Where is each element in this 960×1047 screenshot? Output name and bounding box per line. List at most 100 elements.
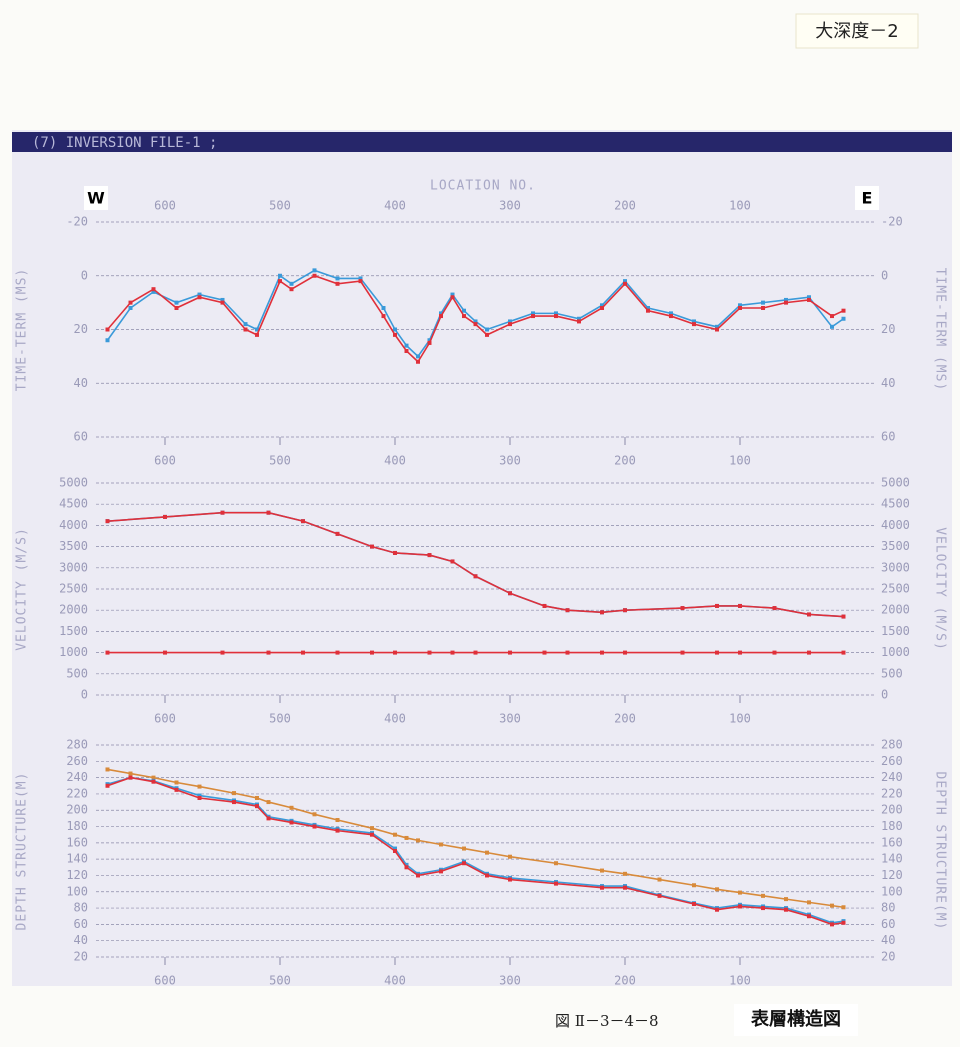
data-point	[508, 591, 512, 596]
data-point	[439, 842, 443, 847]
data-point	[761, 300, 765, 305]
x-tick-label: 600	[154, 974, 176, 988]
y2-tick-label: 2500	[881, 582, 910, 596]
data-point	[393, 832, 397, 837]
data-point	[393, 849, 397, 853]
data-point	[508, 877, 512, 882]
data-point	[220, 650, 225, 655]
data-point	[301, 650, 305, 655]
y-tick-label: 280	[66, 738, 88, 752]
y2-tick-label: 80	[881, 901, 895, 915]
data-point	[220, 510, 225, 515]
data-point	[600, 306, 604, 310]
data-point	[772, 606, 777, 611]
data-point	[841, 905, 846, 910]
data-point	[738, 650, 742, 655]
data-point	[232, 791, 236, 796]
data-point	[669, 314, 673, 319]
y-tick-label: 0	[81, 268, 88, 282]
y2-tick-label: 200	[881, 803, 903, 817]
data-point	[393, 332, 397, 337]
data-point	[197, 796, 202, 800]
y-tick-label: 80	[74, 901, 88, 915]
data-point	[266, 816, 271, 821]
y-tick-label: 60	[74, 917, 88, 931]
title-bar	[12, 132, 952, 152]
data-point	[485, 332, 489, 337]
data-point	[404, 835, 409, 840]
x-tick-label: 400	[384, 712, 406, 726]
data-point	[128, 771, 133, 776]
data-point	[301, 519, 305, 524]
y-tick-label: 180	[66, 819, 88, 833]
y2-tick-label: 280	[881, 738, 903, 752]
data-point	[404, 349, 409, 353]
data-point	[416, 354, 420, 359]
data-point	[485, 873, 489, 878]
y2-tick-label: 40	[881, 933, 895, 947]
data-point	[232, 800, 236, 805]
y-tick-label: -20	[66, 215, 88, 229]
data-point	[427, 338, 432, 343]
data-point	[105, 650, 110, 655]
data-point	[105, 338, 110, 343]
data-point	[657, 877, 662, 882]
data-point	[715, 907, 719, 912]
y2-tick-label: 120	[881, 868, 903, 882]
y2-tick-label: 1000	[881, 645, 910, 659]
data-point	[105, 327, 110, 332]
y-tick-label: 40	[74, 933, 88, 947]
data-point	[508, 854, 512, 859]
data-point	[174, 780, 179, 785]
data-point	[646, 308, 650, 313]
data-point	[220, 297, 225, 302]
data-point	[692, 319, 696, 324]
data-point	[623, 650, 627, 655]
west-label: W	[87, 189, 105, 208]
y2-tick-label: 2000	[881, 603, 910, 617]
data-point	[358, 279, 363, 284]
y2-tick-label: 3000	[881, 560, 910, 574]
data-point	[646, 306, 650, 310]
y2-tick-label: 1500	[881, 624, 910, 638]
data-point	[473, 322, 478, 327]
data-point	[485, 327, 489, 332]
x-tick-label: 400	[384, 454, 406, 468]
data-point	[450, 650, 455, 655]
y2-tick-label: 60	[881, 430, 895, 444]
data-point	[289, 805, 294, 810]
screen	[12, 130, 952, 986]
data-point	[450, 559, 455, 564]
data-point	[278, 273, 282, 278]
y2-tick-label: 140	[881, 852, 903, 866]
data-point	[692, 883, 696, 888]
data-point	[312, 824, 317, 829]
data-point	[289, 820, 294, 825]
x-tick-label: 100	[729, 712, 751, 726]
x-tick-label: 100	[729, 974, 751, 988]
data-point	[105, 783, 110, 788]
data-point	[554, 881, 558, 886]
data-point	[335, 276, 340, 281]
data-point	[289, 281, 294, 286]
data-point	[807, 900, 811, 905]
data-point	[830, 922, 834, 927]
caption-box	[734, 1004, 858, 1036]
data-point	[255, 332, 259, 337]
data-point	[738, 603, 742, 608]
data-point	[220, 300, 225, 305]
e-box	[855, 186, 879, 210]
window-title: (7) INVERSION FILE-1 ;	[32, 135, 217, 151]
data-point	[784, 300, 788, 305]
y-tick-label: 4000	[59, 518, 88, 532]
x-tick-label-top: 300	[499, 199, 521, 213]
data-point	[151, 289, 156, 294]
data-point	[462, 861, 466, 866]
y-tick-label: 500	[66, 666, 88, 680]
y-tick-label: 220	[66, 786, 88, 800]
y2-axis-label: DEPTH STRUCTURE(M)	[933, 772, 948, 931]
data-point	[738, 890, 742, 895]
data-point	[669, 311, 673, 316]
y2-tick-label: 0	[881, 268, 888, 282]
